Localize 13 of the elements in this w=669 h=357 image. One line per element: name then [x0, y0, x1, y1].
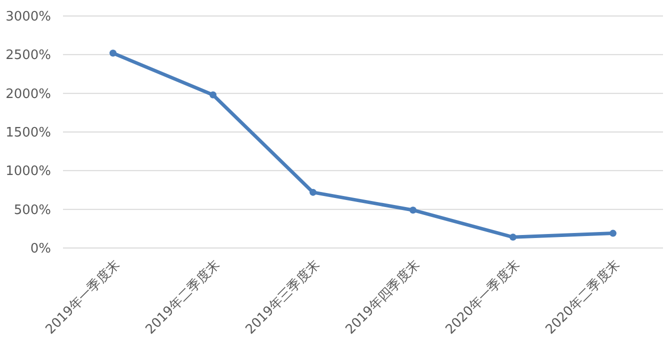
y-tick-label: 3000%	[6, 10, 51, 25]
point	[210, 91, 216, 98]
y-tick-label: 1500%	[6, 126, 51, 141]
point	[510, 234, 516, 241]
y-tick-label: 1000%	[6, 164, 51, 180]
point	[110, 50, 116, 57]
point	[410, 206, 416, 214]
point	[310, 188, 316, 196]
point	[610, 230, 616, 237]
y-tick-label: 2500%	[6, 48, 51, 64]
y-tick-label: 500%	[14, 202, 51, 218]
y-tick-label: 2000%	[6, 86, 51, 102]
y-tick-label: 0%	[30, 242, 51, 257]
